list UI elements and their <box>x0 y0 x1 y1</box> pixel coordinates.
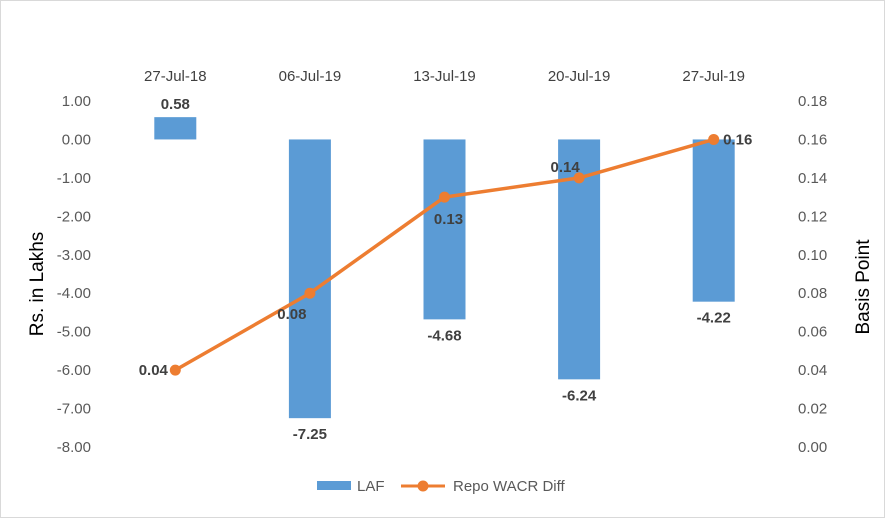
right-tick-label: 0.16 <box>798 131 827 148</box>
repo-wacr-point <box>439 191 450 203</box>
laf-bar <box>154 117 197 140</box>
right-tick-label: 0.08 <box>798 285 827 302</box>
laf-data-label: -4.68 <box>427 327 461 344</box>
left-tick-label: 1.00 <box>62 93 91 110</box>
category-label: 27-Jul-19 <box>682 68 745 85</box>
laf-bar <box>692 139 735 302</box>
left-tick-label: -7.00 <box>57 401 91 418</box>
laf-data-label: -6.24 <box>562 387 597 404</box>
category-label: 13-Jul-19 <box>413 68 476 85</box>
right-tick-label: 0.10 <box>798 247 827 264</box>
left-tick-label: -3.00 <box>57 247 91 264</box>
repo-wacr-line-series <box>169 133 720 376</box>
left-tick-label: -5.00 <box>57 324 91 341</box>
left-tick-label: -1.00 <box>57 170 91 187</box>
repo-wacr-data-label: 0.16 <box>723 131 752 148</box>
left-tick-label: -6.00 <box>57 362 91 379</box>
legend-laf-label: LAF <box>357 478 385 495</box>
category-label: 27-Jul-18 <box>144 68 207 85</box>
category-label: 06-Jul-19 <box>279 68 342 85</box>
legend-laf-swatch <box>317 481 351 490</box>
left-tick-label: 0.00 <box>62 131 91 148</box>
laf-data-labels: 0.58 -7.25 -4.68 -6.24 -4.22 <box>161 96 731 443</box>
repo-wacr-point <box>708 133 720 145</box>
right-tick-label: 0.02 <box>798 401 827 418</box>
right-axis-title: Basis Point <box>853 239 874 335</box>
left-axis-title: Rs. in Lakhs <box>27 232 48 337</box>
laf-bar <box>423 139 466 320</box>
left-axis-ticks: 1.00 0.00 -1.00 -2.00 -3.00 -4.00 -5.00 -6.00 -7… <box>57 93 91 456</box>
repo-wacr-data-label: 0.04 <box>139 362 169 379</box>
laf-data-label: -7.25 <box>293 426 327 443</box>
left-tick-label: -8.00 <box>57 439 91 456</box>
repo-wacr-data-label: 0.14 <box>550 159 580 176</box>
left-tick-label: -4.00 <box>57 285 91 302</box>
repo-wacr-point <box>573 172 585 184</box>
left-tick-label: -2.00 <box>57 208 91 225</box>
right-tick-label: 0.00 <box>798 439 827 456</box>
right-tick-label: 0.06 <box>798 324 827 341</box>
laf-bars <box>154 117 735 419</box>
right-tick-label: 0.04 <box>798 362 827 379</box>
repo-wacr-point <box>304 287 316 299</box>
right-tick-label: 0.12 <box>798 208 827 225</box>
repo-wacr-data-label: 0.08 <box>277 306 306 323</box>
legend-repo-swatch-marker <box>417 480 429 492</box>
right-tick-label: 0.18 <box>798 93 827 110</box>
category-label: 20-Jul-19 <box>548 68 611 85</box>
legend: LAF Repo WACR Diff <box>317 478 566 495</box>
right-axis-ticks: 0.18 0.16 0.14 0.12 0.10 0.08 0.06 0.04 0.02 0.00 <box>798 93 827 456</box>
legend-repo-label: Repo WACR Diff <box>453 478 566 495</box>
laf-bar <box>288 139 331 419</box>
repo-wacr-data-label: 0.13 <box>434 211 463 228</box>
right-tick-label: 0.14 <box>798 170 827 187</box>
repo-wacr-point <box>169 364 181 376</box>
repo-wacr-data-labels: 0.04 0.08 0.13 0.14 0.16 <box>139 131 753 379</box>
laf-data-label: -4.22 <box>697 310 731 327</box>
laf-data-label: 0.58 <box>161 96 190 113</box>
category-labels: 27-Jul-18 06-Jul-19 13-Jul-19 20-Jul-19 27-J… <box>144 68 745 85</box>
